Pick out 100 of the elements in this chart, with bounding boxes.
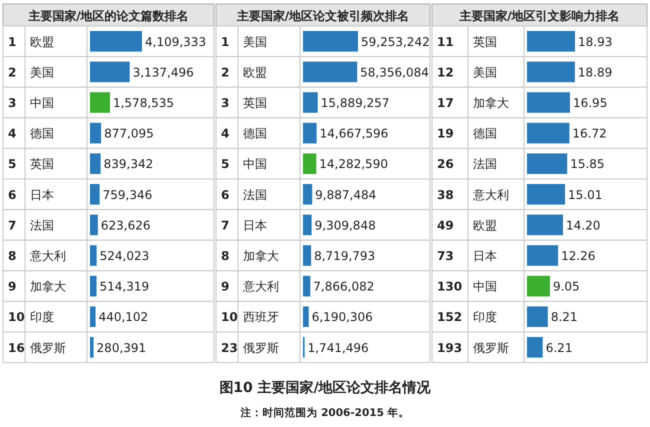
data-label: 1,741,496 — [308, 340, 369, 355]
bar — [303, 62, 358, 82]
y-tick-label: 印度 — [473, 310, 497, 324]
y-tick-label: 意大利 — [29, 249, 66, 263]
chart-title: 主要国家/地区引文影响力排名 — [458, 9, 620, 23]
text: 10 — [8, 310, 25, 324]
y-tick-label: 德国 — [473, 126, 497, 141]
y-tick-label: 俄罗斯 — [243, 340, 279, 355]
data-label: 12.26 — [561, 249, 596, 263]
data-label: 14,667,596 — [320, 126, 388, 141]
text: 3 — [221, 96, 230, 110]
text: 152 — [437, 310, 462, 324]
bar — [90, 31, 142, 52]
y-tick-label: 日本 — [243, 218, 267, 232]
y-tick-label: 美国 — [30, 65, 54, 80]
bar — [527, 214, 564, 236]
data-label: 16.95 — [572, 96, 608, 110]
bar — [90, 62, 130, 82]
text: 8 — [8, 249, 16, 263]
y-tick-label: 欧盟 — [30, 34, 54, 49]
text: 7 — [8, 218, 16, 232]
data-label: 877,095 — [104, 126, 154, 141]
data-label: 14.20 — [566, 218, 600, 232]
text: 49 — [437, 218, 454, 232]
y-tick-label: 西班牙 — [243, 310, 279, 324]
text: 2 — [8, 65, 16, 80]
bar — [527, 245, 558, 266]
y-tick-label: 欧盟 — [243, 65, 267, 80]
text: 130 — [437, 280, 462, 294]
text: 9 — [221, 280, 230, 294]
text: 8 — [221, 249, 230, 263]
text: 38 — [437, 188, 454, 202]
data-label: 1,578,535 — [112, 96, 174, 110]
y-tick-label: 英国 — [243, 96, 267, 110]
data-label: 9,309,848 — [314, 218, 376, 232]
text: 注：时间范围为 2006-2015 年。 — [239, 406, 410, 419]
text: 12 — [437, 65, 454, 80]
y-tick-label: 欧盟 — [473, 218, 497, 232]
y-tick-label: 德国 — [243, 126, 267, 141]
text: 5 — [221, 157, 230, 172]
bar — [527, 62, 575, 82]
data-label: 759,346 — [102, 188, 152, 202]
bar — [527, 153, 568, 174]
text: 6 — [8, 188, 16, 202]
text: 1 — [221, 34, 230, 49]
data-label: 15.85 — [570, 157, 605, 172]
y-tick-label: 印度 — [30, 310, 54, 324]
bar — [527, 184, 566, 205]
text: 19 — [437, 126, 454, 141]
y-tick-label: 英国 — [473, 34, 497, 49]
text: 10 — [221, 310, 238, 324]
data-label: 6.21 — [546, 340, 572, 355]
text: 6 — [221, 188, 230, 202]
bar — [527, 31, 575, 52]
text: 17 — [437, 96, 454, 110]
y-tick-label: 俄罗斯 — [473, 340, 509, 355]
y-tick-label: 中国 — [243, 157, 267, 172]
text: 2 — [221, 65, 230, 80]
data-label: 524,023 — [100, 249, 150, 263]
data-label: 8.21 — [550, 310, 578, 324]
data-label: 18.93 — [578, 34, 612, 49]
chart-title: 主要国家/地区论文被引频次排名 — [236, 9, 410, 23]
data-label: 7,866,082 — [313, 280, 374, 294]
data-label: 514,319 — [100, 280, 150, 294]
data-label: 280,391 — [96, 340, 146, 355]
y-tick-label: 法国 — [243, 188, 267, 202]
data-label: 440,102 — [98, 310, 148, 324]
y-tick-label: 美国 — [473, 65, 497, 80]
data-label: 59,253,242 — [361, 34, 430, 49]
y-tick-label: 中国 — [473, 280, 497, 294]
bar — [527, 337, 543, 358]
y-tick-label: 日本 — [30, 188, 54, 202]
y-tick-label: 加拿大 — [30, 280, 66, 294]
data-label: 839,342 — [104, 157, 154, 172]
text: 23 — [221, 340, 238, 355]
text: 4 — [221, 126, 230, 141]
y-tick-label: 德国 — [30, 126, 54, 141]
y-tick-label: 意大利 — [472, 188, 509, 202]
data-label: 4,109,333 — [145, 34, 206, 49]
text: 3 — [8, 96, 16, 110]
data-label: 16.72 — [572, 126, 607, 141]
data-label: 14,282,590 — [319, 157, 388, 172]
data-label: 9,887,484 — [315, 188, 376, 202]
y-tick-label: 中国 — [30, 96, 54, 110]
text: 11 — [437, 34, 454, 49]
y-tick-label: 法国 — [473, 157, 497, 172]
data-label: 3,137,496 — [132, 65, 194, 80]
data-label: 9.05 — [552, 280, 580, 294]
bar — [527, 92, 570, 113]
text: 9 — [8, 280, 16, 294]
bar — [527, 306, 548, 327]
y-tick-label: 美国 — [243, 34, 267, 49]
data-label: 15,889,257 — [320, 96, 390, 110]
y-tick-label: 加拿大 — [473, 96, 509, 110]
y-tick-label: 法国 — [30, 218, 54, 232]
caption: 图10 主要国家/地区论文排名情况 — [219, 379, 432, 396]
y-tick-label: 日本 — [473, 249, 497, 263]
data-label: 6,190,306 — [312, 310, 373, 324]
text: 16 — [8, 340, 25, 355]
chart-title: 主要国家/地区的论文篇数排名 — [27, 9, 189, 23]
